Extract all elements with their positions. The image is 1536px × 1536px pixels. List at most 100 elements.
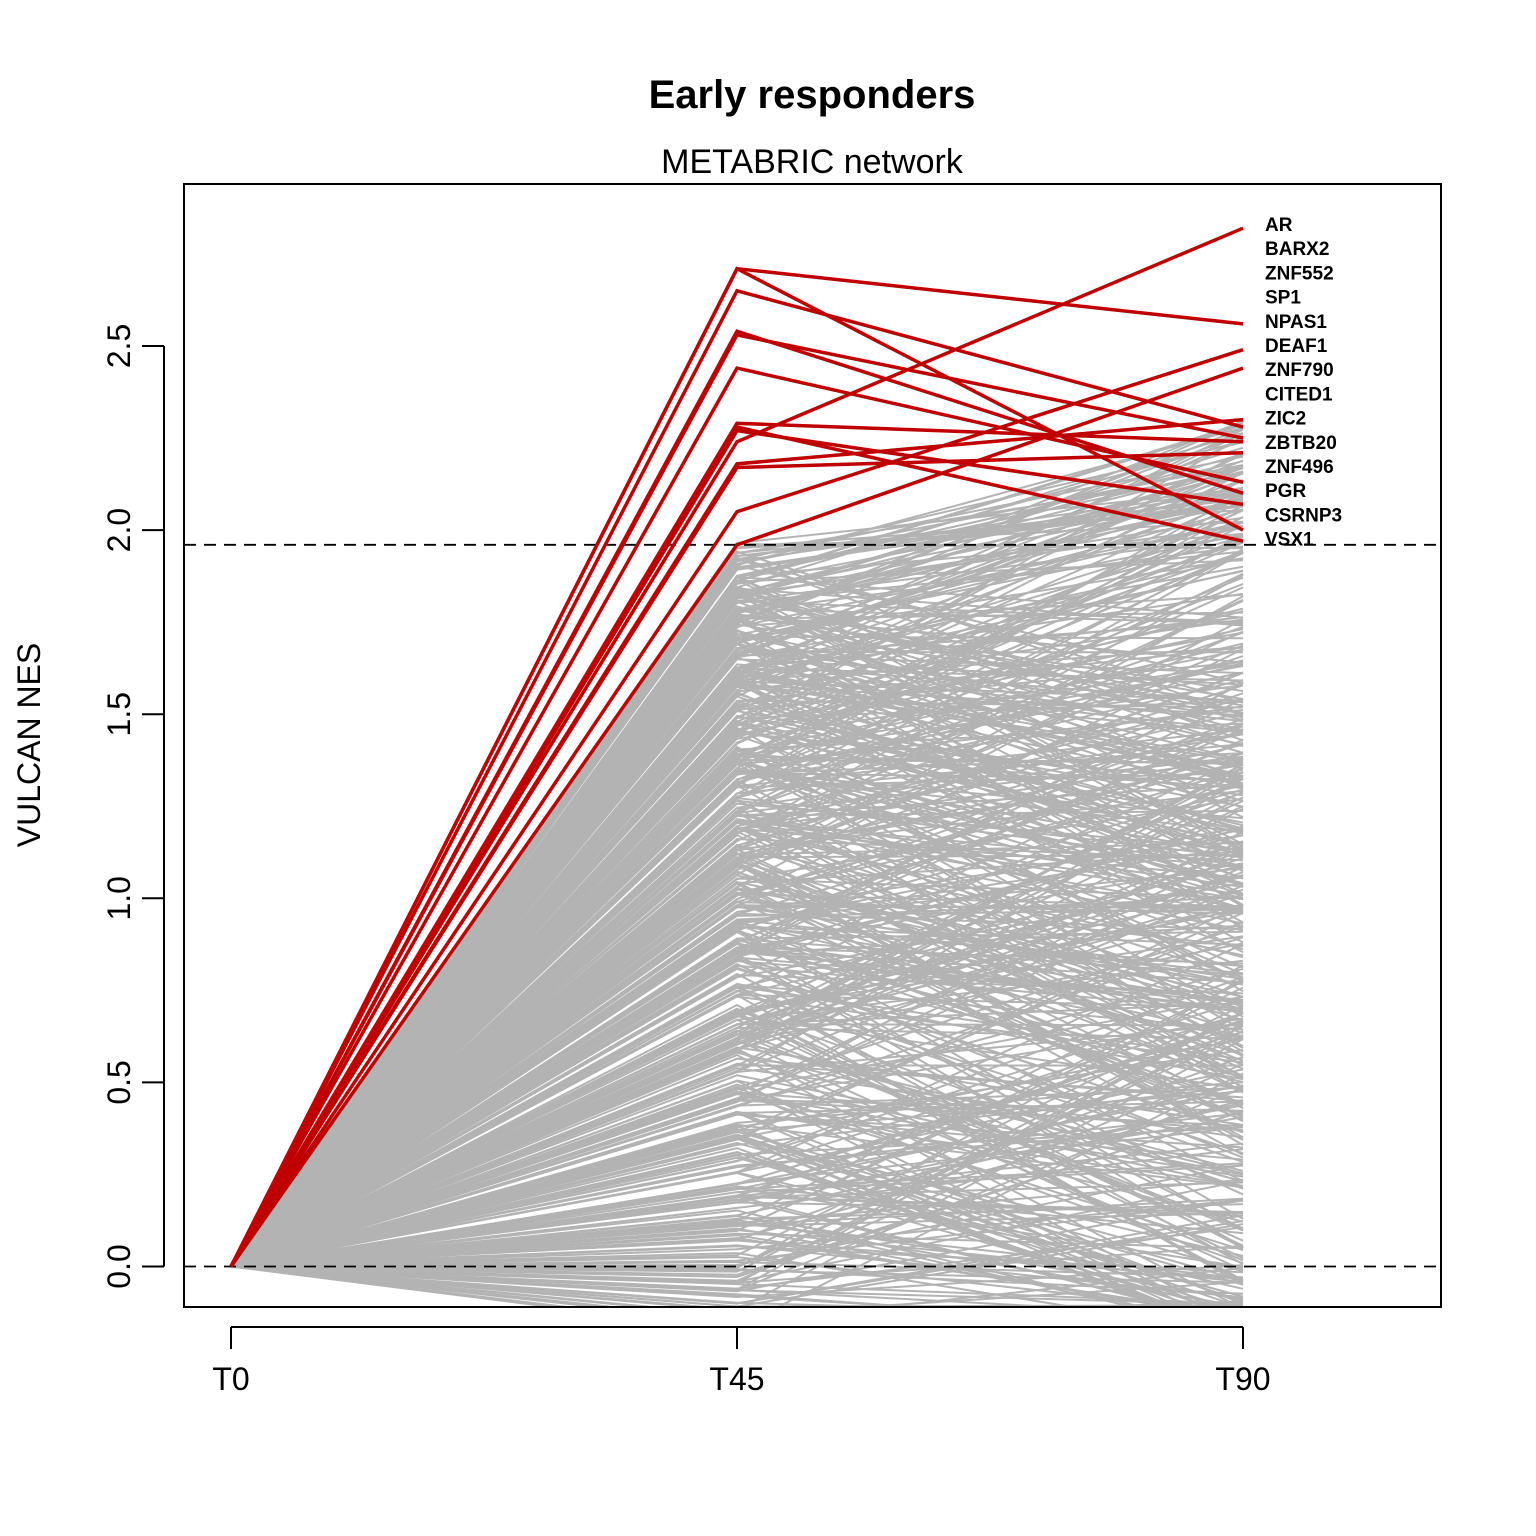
background-series-line [230, 668, 1244, 1268]
background-series-line [230, 557, 1244, 1268]
background-series-line [230, 599, 1244, 1268]
y-tick-label: 0.5 [101, 1060, 137, 1104]
background-series-line [230, 1072, 1244, 1307]
highlighted-series-line [229, 226, 1244, 1268]
gene-label: ZBTB20 [1265, 433, 1337, 454]
background-series-line [230, 1164, 1244, 1268]
background-series-line [230, 699, 1244, 1268]
background-series-line [230, 865, 1244, 1268]
background-series-line [230, 508, 1244, 1268]
background-series-line [230, 919, 1244, 1268]
background-series-line [230, 967, 1244, 1268]
x-tick-label: T45 [709, 1361, 764, 1397]
background-series-line [230, 747, 1244, 1268]
background-series-line [230, 615, 1244, 1268]
background-series-line [230, 799, 1244, 1268]
gene-label: ZNF552 [1265, 263, 1334, 284]
background-series-line [230, 490, 1244, 1268]
gene-label: PGR [1265, 481, 1306, 502]
background-series-line [230, 828, 1244, 1268]
background-series-line [230, 762, 1244, 1268]
background-series-line [230, 923, 1244, 1268]
background-series-line [230, 1199, 1244, 1268]
background-series-line [230, 493, 1244, 1268]
highlighted-series-line [229, 266, 1244, 1268]
background-series-line [230, 886, 1244, 1268]
background-series-line [230, 1232, 1244, 1268]
background-series-line [230, 521, 1244, 1268]
background-series-line [230, 790, 1244, 1268]
background-series-line [230, 572, 1244, 1268]
background-series-line [230, 1130, 1244, 1273]
background-series-line [230, 777, 1244, 1268]
chart-subtitle: METABRIC network [661, 143, 964, 181]
background-series-line [230, 557, 1244, 1268]
background-series-line [230, 541, 1244, 1268]
gene-label: CSRNP3 [1265, 505, 1342, 526]
background-series-line [230, 877, 1244, 1268]
x-tick-label: T0 [212, 1361, 249, 1397]
background-series-line [230, 1256, 1199, 1307]
background-series-line [230, 1025, 1244, 1284]
background-series-line [230, 1252, 1080, 1307]
plot-frame [183, 183, 1442, 1308]
background-series-line [230, 1214, 1244, 1305]
background-series-line [230, 1057, 1244, 1268]
y-axis-label: VULCAN NES [11, 643, 47, 848]
background-series-line [230, 834, 1244, 1268]
highlighted-series-line [229, 288, 1244, 1268]
background-series-line [230, 1093, 1244, 1268]
background-series-line [230, 681, 1244, 1268]
background-series-line [230, 865, 1244, 1268]
y-tick-label: 0.0 [101, 1244, 137, 1288]
background-series-line [230, 1011, 1244, 1282]
highlighted-series-group [229, 226, 1244, 1268]
background-series-line [230, 763, 1244, 1268]
background-series-line [230, 1265, 932, 1307]
gene-label: DEAF1 [1265, 336, 1328, 357]
gene-label: ZNF496 [1265, 457, 1334, 478]
gene-label: SP1 [1265, 288, 1301, 309]
background-series-line [230, 681, 1244, 1268]
background-series-line [230, 930, 1244, 1268]
highlighted-series-line [229, 451, 1244, 1268]
gene-label: NPAS1 [1265, 312, 1327, 333]
background-series-line [230, 646, 1244, 1268]
background-series-line [230, 631, 1244, 1268]
background-series-line [230, 1079, 1244, 1268]
highlighted-series-line [229, 425, 1244, 1268]
background-series-line [230, 942, 1244, 1268]
background-series-line [230, 1074, 1244, 1268]
background-series-line [230, 632, 1244, 1268]
gene-label: AR [1265, 215, 1293, 236]
gene-label: ZIC2 [1265, 409, 1306, 430]
background-series-line [230, 438, 1244, 1268]
background-series-line [230, 1136, 1169, 1307]
background-series-line [230, 1244, 1244, 1299]
background-series-line [230, 1222, 1244, 1280]
background-series-line [230, 1109, 1244, 1279]
background-series-line [230, 1123, 1244, 1268]
background-series-line [230, 1171, 1219, 1307]
highlighted-series-line [229, 366, 1244, 1268]
background-series-line [230, 1085, 1192, 1307]
background-series-line [230, 1265, 1244, 1307]
background-series-line [230, 1126, 1244, 1268]
gene-label: ZNF790 [1265, 360, 1334, 381]
y-tick-label: 1.0 [101, 876, 137, 920]
gene-labels-group: AR BARX2 ZNF552 SP1 NPAS1 DEAF1 ZNF790 CITED1 ZI… [1265, 215, 1342, 551]
background-series-line [230, 493, 1244, 1268]
background-series-line [230, 986, 1244, 1268]
background-series-line [230, 1023, 1244, 1268]
background-series-line [230, 859, 1244, 1268]
x-axis: T0 T45 T90 [212, 1326, 1271, 1397]
background-series-line [230, 892, 1244, 1268]
y-tick-label: 2.0 [101, 508, 137, 552]
highlighted-series-line [229, 329, 1244, 1268]
background-series-line [230, 1185, 1244, 1268]
background-series-line [230, 501, 1244, 1268]
y-axis: 0.0 0.5 1.0 1.5 2.0 2.5 [101, 324, 165, 1289]
gene-label: CITED1 [1265, 384, 1333, 405]
chart-title: Early responders [649, 73, 976, 117]
background-series-line [230, 972, 1244, 1268]
